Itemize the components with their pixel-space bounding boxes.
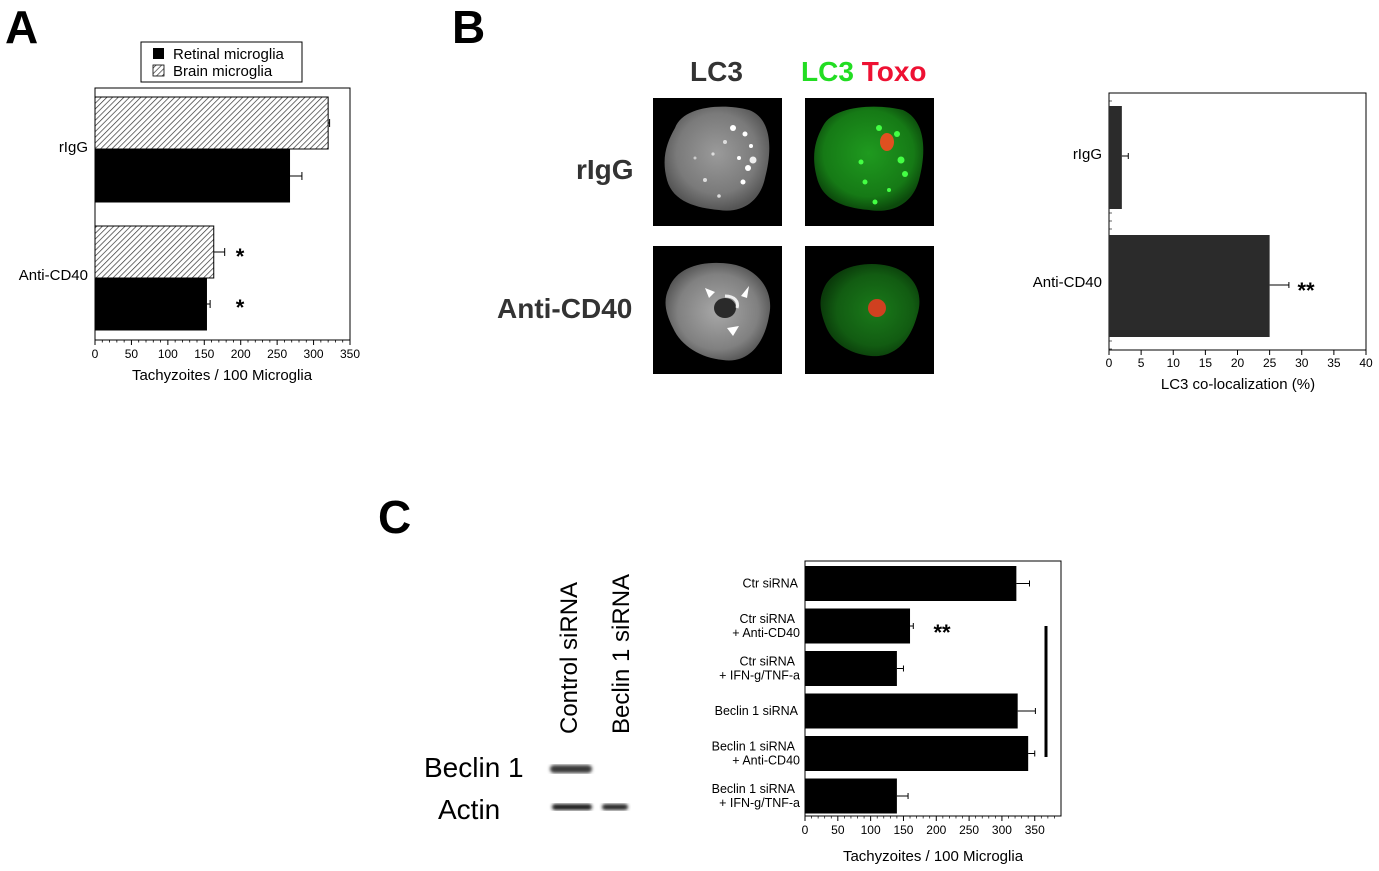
bar: [94, 277, 207, 331]
legend-label-brain: Brain microglia: [173, 63, 273, 80]
micrograph-rigg-lc3: [653, 98, 782, 226]
legend-swatch-brain: [152, 64, 165, 77]
micrograph-anticd40-merge: [805, 246, 934, 374]
category-label: + Anti-CD40: [732, 626, 800, 640]
x-tick-label: 0: [802, 823, 809, 837]
significance-star: *: [236, 244, 245, 269]
bar: [805, 736, 1029, 771]
panel-label-c: C: [378, 491, 412, 543]
lane-label-beclin: Beclin 1 siRNA: [608, 573, 635, 734]
western-blot: Control siRNA Beclin 1 siRNA Beclin 1 Ac…: [420, 560, 650, 840]
blot-bands: [550, 765, 628, 810]
bar: [805, 608, 911, 644]
category-label: rIgG: [1073, 146, 1102, 163]
blot-row-label-actin: Actin: [438, 794, 501, 825]
col-label-merge-lc3: LC3: [801, 56, 854, 87]
x-tick-label: 350: [340, 347, 360, 361]
x-tick-label: 5: [1138, 356, 1145, 370]
x-tick-label: 25: [1263, 356, 1277, 370]
bar: [805, 566, 1017, 601]
x-tick-label: 150: [893, 823, 913, 837]
band-beclin-control: [550, 765, 592, 773]
bar: [805, 651, 897, 686]
x-tick-label: 100: [861, 823, 881, 837]
x-tick-label: 250: [267, 347, 287, 361]
x-tick-label: 30: [1295, 356, 1309, 370]
significance-stars: **: [933, 620, 951, 645]
category-label: Ctr siRNA: [739, 655, 795, 669]
category-label: Beclin 1 siRNA: [712, 740, 796, 754]
category-label: Beclin 1 siRNA: [712, 782, 796, 796]
bar: [1109, 235, 1270, 337]
micrograph-anticd40-lc3: [653, 246, 782, 374]
band-actin-control: [552, 804, 592, 810]
bar: [94, 96, 329, 150]
x-tick-label: 250: [959, 823, 979, 837]
x-tick-label: 0: [1106, 356, 1113, 370]
category-label: rIgG: [59, 139, 88, 156]
x-tick-label: 50: [125, 347, 139, 361]
legend-box: [140, 41, 303, 83]
x-tick-label: 300: [992, 823, 1012, 837]
col-label-merge: LC3 Toxo: [801, 56, 927, 88]
chart-a: rIgG Anti-CD40 * * 0 50 100 150 200 250 300 350 Tach…: [19, 41, 360, 384]
x-tick-label: 150: [194, 347, 214, 361]
bar: [94, 225, 215, 279]
panel-b-images: LC3 LC3 Toxo rIgG Anti-CD40: [480, 50, 960, 390]
x-tick-label: 100: [158, 347, 178, 361]
x-tick-label: 300: [304, 347, 324, 361]
x-axis-label: Tachyzoites / 100 Microglia: [843, 848, 1024, 865]
x-tick-label: 50: [831, 823, 845, 837]
x-tick-label: 40: [1359, 356, 1373, 370]
band-actin-beclin: [602, 804, 628, 810]
plot-frame: [94, 87, 351, 341]
category-label: + IFN-g/TNF-a: [719, 796, 800, 810]
x-tick-label: 20: [1231, 356, 1245, 370]
x-tick-label: 35: [1327, 356, 1341, 370]
chart-b: rIgG Anti-CD40 ** 0 5 10 15 20 25 30 35 40 LC3 co-lo…: [1033, 92, 1373, 393]
significance-star: *: [236, 295, 245, 320]
row-label-rigg: rIgG: [576, 154, 634, 185]
significance-stars: **: [1297, 278, 1315, 303]
panel-label-b: B: [452, 1, 486, 53]
x-tick-label: 200: [926, 823, 946, 837]
x-tick-label: 350: [1025, 823, 1045, 837]
x-axis-label: Tachyzoites / 100 Microglia: [132, 367, 313, 384]
category-label: + Anti-CD40: [732, 754, 800, 768]
micrograph-rigg-merge: [805, 98, 934, 226]
panel-label-a: A: [5, 1, 39, 53]
x-tick-label: 10: [1167, 356, 1181, 370]
bar: [805, 693, 1018, 729]
legend-swatch-retinal: [153, 48, 164, 59]
x-tick-label: 15: [1199, 356, 1213, 370]
x-axis-label: LC3 co-localization (%): [1161, 376, 1315, 393]
bar: [94, 149, 291, 203]
category-label: Beclin 1 siRNA: [715, 704, 799, 718]
col-label-merge-toxo: Toxo: [861, 56, 927, 87]
x-tick-label: 200: [231, 347, 251, 361]
col-label-lc3: LC3: [690, 56, 743, 87]
category-label: + IFN-g/TNF-a: [719, 669, 800, 683]
category-label: Anti-CD40: [19, 267, 88, 284]
legend-label-retinal: Retinal microglia: [173, 46, 285, 63]
bar: [1109, 106, 1122, 209]
bar: [805, 778, 897, 814]
category-label: Ctr siRNA: [742, 577, 798, 591]
x-tick-label: 0: [92, 347, 99, 361]
plot-frame: [804, 560, 1062, 817]
lane-label-control: Control siRNA: [556, 581, 583, 734]
row-label-anticd40: Anti-CD40: [497, 293, 633, 324]
category-label: Ctr siRNA: [739, 612, 795, 626]
blot-row-label-beclin: Beclin 1: [424, 752, 524, 783]
category-label: Anti-CD40: [1033, 274, 1102, 291]
